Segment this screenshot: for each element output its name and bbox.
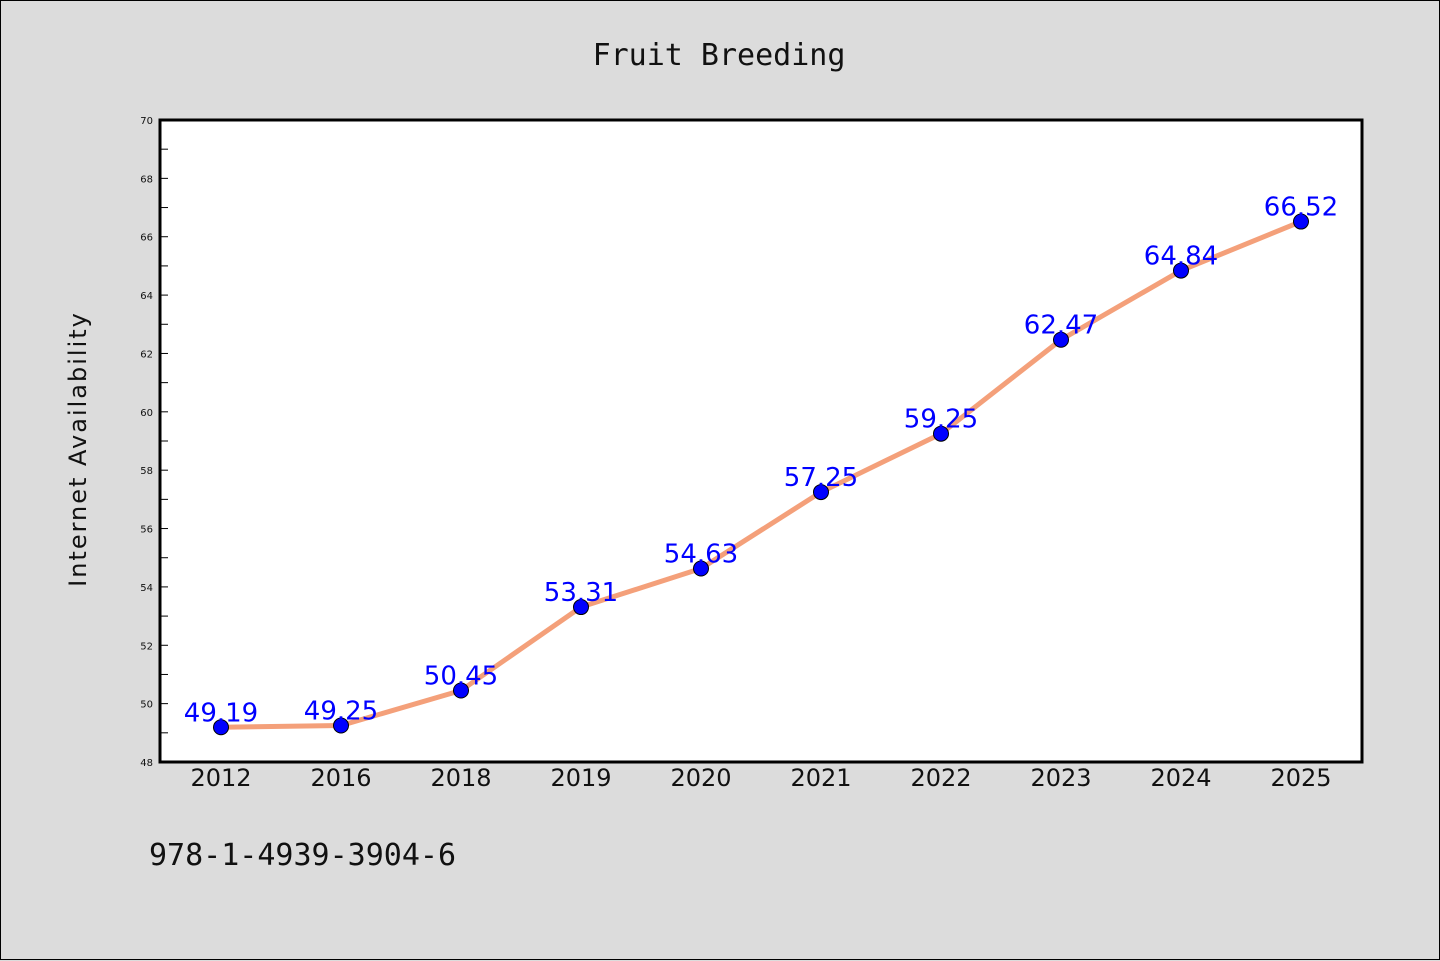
chart-title: Fruit Breeding <box>593 38 846 73</box>
data-point <box>693 560 709 577</box>
x-tick-label: 2012 <box>190 764 251 792</box>
y-tick-label: 48 <box>140 758 153 769</box>
data-label: 54.63 <box>664 540 738 570</box>
data-label: 62.47 <box>1024 311 1098 341</box>
x-axis: 2012 2016 2018 2019 2020 2021 2022 2023 2024 2025 <box>190 764 1331 792</box>
series-line <box>220 219 1302 730</box>
plot-area <box>158 118 1364 764</box>
data-point <box>933 425 949 442</box>
isbn-text: 978-1-4939-3904-6 <box>149 838 456 873</box>
y-tick-label: 68 <box>140 174 153 185</box>
y-tick-label: 50 <box>140 700 153 711</box>
y-tick-label: 64 <box>140 291 153 302</box>
data-labels: 49.19 49.25 50.45 53.31 54.63 57.25 59.25 62.47… <box>184 193 1338 729</box>
data-point <box>453 682 469 699</box>
data-point <box>573 599 589 616</box>
data-point <box>813 484 829 501</box>
y-tick-label: 56 <box>140 525 153 536</box>
y-axis-label: Internet Availability <box>64 311 92 587</box>
data-point <box>1053 331 1069 348</box>
data-label: 49.25 <box>304 697 378 727</box>
x-tick-label: 2020 <box>670 764 731 792</box>
y-tick-label: 54 <box>140 583 153 594</box>
y-tick-label: 58 <box>140 466 153 477</box>
y-tick-label: 52 <box>140 641 153 652</box>
x-tick-label: 2018 <box>430 764 491 792</box>
y-tick-label: 66 <box>140 233 153 244</box>
y-tick-label: 62 <box>140 349 153 360</box>
x-tick-label: 2024 <box>1150 764 1211 792</box>
x-tick-label: 2025 <box>1270 764 1331 792</box>
y-axis: 48 50 52 54 56 58 60 62 64 66 68 70 <box>140 116 168 769</box>
x-tick-label: 2023 <box>1030 764 1091 792</box>
x-tick-label: 2016 <box>310 764 371 792</box>
data-label: 49.19 <box>184 698 258 728</box>
data-label: 53.31 <box>544 578 618 608</box>
data-label: 66.52 <box>1264 193 1338 223</box>
data-label: 57.25 <box>784 463 858 493</box>
data-label: 50.45 <box>424 662 498 692</box>
data-label: 64.84 <box>1144 242 1218 272</box>
y-tick-label: 60 <box>140 408 153 419</box>
data-point <box>1293 213 1309 230</box>
data-point <box>213 719 229 736</box>
x-tick-label: 2019 <box>550 764 611 792</box>
x-tick-label: 2021 <box>790 764 851 792</box>
y-tick-label: 70 <box>140 116 153 127</box>
x-tick-label: 2022 <box>910 764 971 792</box>
data-point <box>1173 262 1189 279</box>
data-point <box>333 717 349 734</box>
data-label: 59.25 <box>904 405 978 435</box>
data-markers <box>213 213 1309 736</box>
